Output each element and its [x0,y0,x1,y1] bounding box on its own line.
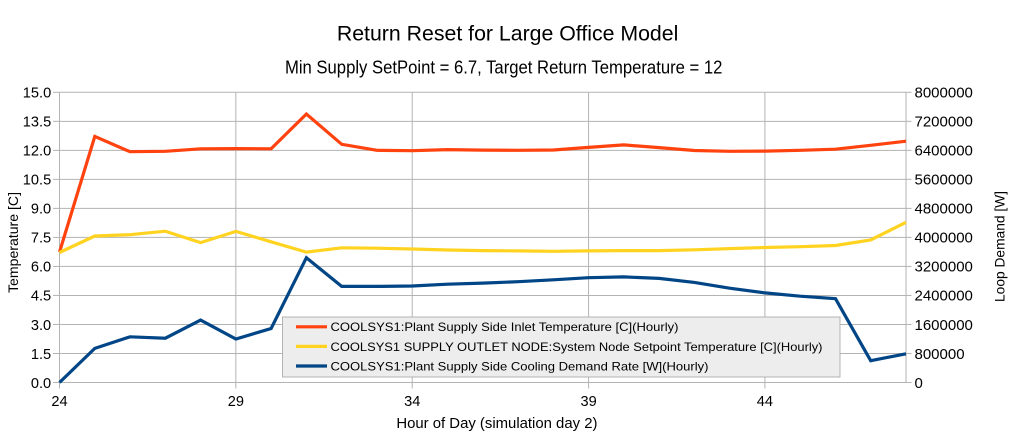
svg-text:39: 39 [580,394,596,410]
svg-text:3.0: 3.0 [31,318,51,334]
svg-text:0.0: 0.0 [31,376,51,392]
svg-text:24: 24 [51,394,67,410]
svg-text:9.0: 9.0 [31,202,51,218]
svg-text:Return Reset for Large Office: Return Reset for Large Office Model [337,22,679,45]
svg-text:7.5: 7.5 [31,231,51,247]
svg-text:1600000: 1600000 [915,317,973,334]
svg-text:3200000: 3200000 [915,259,973,276]
svg-text:COOLSYS1:Plant Supply Side Inl: COOLSYS1:Plant Supply Side Inlet Tempera… [331,320,679,334]
svg-text:Hour of Day (simulation day 2): Hour of Day (simulation day 2) [396,416,597,432]
svg-text:2400000: 2400000 [915,288,973,305]
svg-text:1.5: 1.5 [31,347,51,363]
svg-text:5600000: 5600000 [915,172,973,189]
svg-text:Loop Demand [W]: Loop Demand [W] [993,191,1008,302]
svg-text:800000: 800000 [915,346,965,363]
svg-text:15.0: 15.0 [23,86,51,102]
svg-text:10.5: 10.5 [23,173,51,189]
svg-text:4.5: 4.5 [31,289,51,305]
svg-text:6400000: 6400000 [915,143,973,160]
svg-text:12.0: 12.0 [23,144,51,160]
svg-text:COOLSYS1:Plant Supply Side Coo: COOLSYS1:Plant Supply Side Cooling Deman… [331,359,709,373]
svg-text:44: 44 [757,394,773,410]
svg-text:7200000: 7200000 [915,114,973,131]
svg-text:29: 29 [228,394,244,410]
svg-text:13.5: 13.5 [23,115,51,131]
svg-text:4800000: 4800000 [915,201,973,218]
svg-text:4000000: 4000000 [915,230,973,247]
svg-text:0: 0 [915,375,923,392]
svg-text:8000000: 8000000 [915,85,973,102]
svg-text:Temperature [C]: Temperature [C] [6,192,21,293]
svg-text:COOLSYS1 SUPPLY OUTLET NODE:Sy: COOLSYS1 SUPPLY OUTLET NODE:System Node … [331,340,823,354]
svg-text:Min Supply SetPoint = 6.7, Tar: Min Supply SetPoint = 6.7, Target Return… [285,57,723,78]
svg-text:6.0: 6.0 [31,260,51,276]
svg-text:34: 34 [404,394,420,410]
